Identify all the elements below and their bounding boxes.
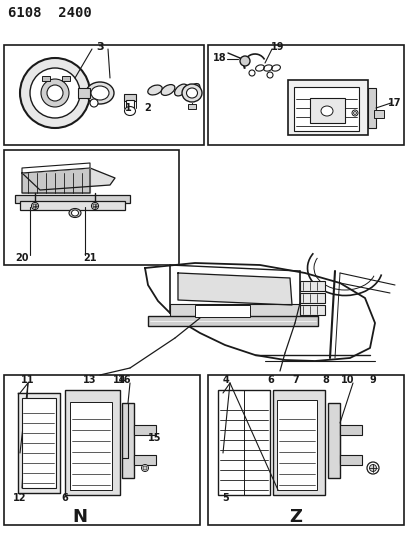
- Ellipse shape: [161, 85, 175, 95]
- Ellipse shape: [90, 99, 98, 107]
- Bar: [148, 316, 318, 326]
- Bar: [300, 305, 325, 315]
- Text: 14: 14: [113, 375, 127, 385]
- Bar: [340, 425, 362, 435]
- Text: 13: 13: [83, 375, 97, 385]
- Ellipse shape: [240, 56, 250, 66]
- Ellipse shape: [367, 462, 379, 474]
- Text: 17: 17: [388, 98, 402, 108]
- Text: 11: 11: [21, 375, 35, 385]
- Ellipse shape: [91, 86, 109, 100]
- Ellipse shape: [267, 72, 273, 78]
- Polygon shape: [22, 168, 115, 190]
- Bar: [4, 375, 200, 525]
- Bar: [277, 400, 317, 490]
- Ellipse shape: [71, 210, 78, 216]
- Bar: [208, 45, 404, 145]
- Text: 6: 6: [268, 375, 274, 385]
- Bar: [62, 76, 70, 81]
- Ellipse shape: [20, 58, 90, 128]
- Bar: [328, 403, 340, 478]
- Bar: [15, 195, 130, 203]
- Bar: [340, 455, 362, 465]
- Bar: [122, 403, 134, 478]
- Polygon shape: [22, 168, 90, 193]
- Ellipse shape: [31, 203, 38, 209]
- Polygon shape: [18, 393, 60, 493]
- Ellipse shape: [175, 84, 187, 96]
- Polygon shape: [145, 263, 375, 361]
- Bar: [4, 150, 179, 265]
- Bar: [368, 88, 376, 128]
- Text: 9: 9: [370, 375, 376, 385]
- Bar: [20, 201, 125, 210]
- Text: 21: 21: [83, 253, 97, 263]
- Ellipse shape: [370, 464, 377, 472]
- Text: 8: 8: [323, 375, 329, 385]
- Bar: [70, 402, 112, 490]
- Bar: [208, 375, 404, 525]
- Ellipse shape: [186, 88, 197, 98]
- Bar: [188, 104, 196, 109]
- Ellipse shape: [188, 84, 200, 96]
- Bar: [78, 88, 90, 98]
- Bar: [134, 425, 156, 435]
- Text: 18: 18: [213, 53, 227, 63]
- Bar: [218, 390, 270, 495]
- Text: 20: 20: [15, 253, 29, 263]
- Ellipse shape: [69, 208, 81, 217]
- Ellipse shape: [182, 84, 202, 102]
- Text: 6: 6: [62, 493, 69, 503]
- Text: 4: 4: [223, 375, 229, 385]
- Bar: [170, 304, 300, 318]
- Ellipse shape: [321, 106, 333, 116]
- Text: 7: 7: [293, 375, 299, 385]
- Bar: [4, 45, 204, 145]
- Text: 10: 10: [341, 375, 355, 385]
- Bar: [294, 87, 359, 131]
- Text: 5: 5: [223, 493, 229, 503]
- Ellipse shape: [148, 85, 162, 95]
- Ellipse shape: [249, 70, 255, 76]
- Text: $\bf{Z}$: $\bf{Z}$: [289, 508, 303, 526]
- Bar: [124, 94, 136, 101]
- Bar: [273, 390, 325, 495]
- Bar: [300, 293, 325, 303]
- Text: 6108  2400: 6108 2400: [8, 6, 92, 20]
- Ellipse shape: [33, 204, 37, 208]
- Text: 16: 16: [118, 375, 132, 385]
- Ellipse shape: [30, 68, 80, 118]
- Ellipse shape: [142, 464, 149, 472]
- Bar: [134, 455, 156, 465]
- Ellipse shape: [124, 107, 135, 116]
- Text: 3: 3: [96, 42, 104, 52]
- Ellipse shape: [41, 79, 69, 107]
- Ellipse shape: [47, 85, 63, 101]
- Bar: [300, 281, 325, 291]
- Bar: [22, 398, 56, 488]
- Text: 2: 2: [144, 103, 151, 113]
- Polygon shape: [22, 163, 90, 173]
- Ellipse shape: [93, 204, 97, 208]
- Bar: [65, 390, 120, 495]
- Text: 15: 15: [148, 433, 162, 443]
- Ellipse shape: [86, 82, 114, 104]
- Bar: [288, 80, 368, 135]
- Text: $\bf{N}$: $\bf{N}$: [72, 508, 88, 526]
- Text: 19: 19: [271, 42, 285, 52]
- Bar: [195, 305, 250, 317]
- Text: 12: 12: [13, 493, 27, 503]
- Ellipse shape: [91, 203, 98, 209]
- Bar: [310, 98, 345, 123]
- Polygon shape: [178, 273, 292, 305]
- Bar: [374, 110, 384, 118]
- Bar: [42, 76, 50, 81]
- Bar: [126, 100, 134, 108]
- Text: 1: 1: [124, 103, 131, 113]
- Ellipse shape: [352, 110, 358, 116]
- Ellipse shape: [143, 466, 147, 470]
- Ellipse shape: [353, 111, 357, 115]
